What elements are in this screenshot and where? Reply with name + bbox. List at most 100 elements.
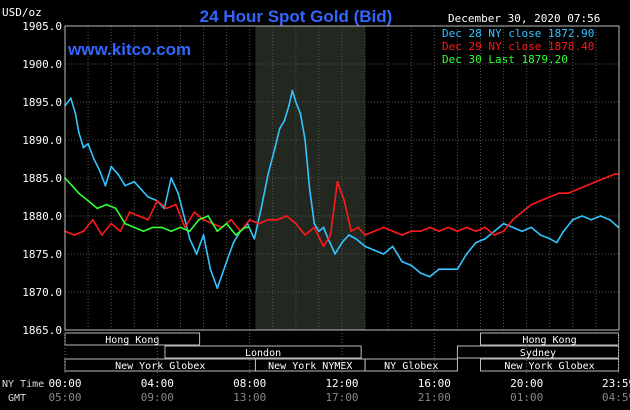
series-point: [133, 180, 136, 183]
series-point: [465, 253, 468, 255]
x-tick-label-gmt: 17:00: [325, 391, 358, 404]
series-point: [124, 222, 126, 225]
series-point: [447, 268, 450, 271]
series-point: [373, 249, 376, 252]
series-point: [248, 218, 251, 221]
y-tick-label: 1885.0: [22, 172, 62, 185]
series-point: [562, 230, 565, 233]
series-point: [77, 192, 80, 195]
y-tick-label: 1900.0: [22, 58, 62, 71]
series-point: [124, 184, 126, 187]
series-point: [202, 218, 205, 221]
ny-time-row-label: NY Time: [2, 379, 44, 390]
series-point: [539, 234, 542, 236]
gmt-row-label: GMT: [8, 393, 26, 404]
x-tick-label-ny: 08:00: [233, 377, 266, 390]
series-point: [147, 218, 150, 221]
y-axis-unit-label: USD/oz: [2, 6, 42, 19]
series-point: [484, 237, 487, 240]
series-point: [278, 127, 281, 130]
series-point: [373, 230, 376, 233]
series-point: [161, 226, 163, 229]
series-point: [502, 230, 505, 233]
legend-entry-dec30: Dec 30 Last 1879.20: [442, 53, 568, 66]
series-point: [410, 230, 413, 233]
market-sessions: Hong Kong London New York Globex New York N…: [64, 332, 620, 372]
series-point: [276, 218, 279, 221]
series-point: [202, 234, 205, 236]
series-point: [119, 230, 122, 233]
series-point: [493, 234, 496, 236]
series-point: [474, 241, 477, 244]
series-point: [590, 218, 593, 221]
series-point: [133, 226, 136, 229]
series-point: [322, 245, 325, 248]
series-point: [234, 234, 237, 236]
series-point: [260, 207, 263, 210]
series-point: [456, 268, 459, 271]
series-point: [595, 180, 597, 183]
series-point: [576, 188, 579, 191]
series-point: [474, 230, 477, 233]
nymex-shaded-region: [255, 26, 366, 330]
session-box: [480, 358, 620, 372]
series-point: [230, 218, 233, 221]
series-point: [322, 226, 325, 229]
series-point: [73, 234, 76, 236]
watermark-link[interactable]: www.kitco.com: [67, 40, 191, 59]
series-point: [82, 146, 85, 149]
series-point: [304, 139, 306, 141]
series-point: [114, 207, 117, 210]
series-point: [364, 245, 366, 248]
series-point: [581, 215, 583, 217]
series-point: [438, 268, 440, 271]
series-point: [91, 218, 94, 221]
series-point: [225, 260, 228, 263]
x-tick-label-ny: 16:00: [418, 377, 451, 390]
series-point: [334, 253, 336, 255]
series-point: [87, 142, 89, 145]
legend-entry-dec29: Dec 29 NY close 1878.40: [442, 40, 594, 53]
series-point: [71, 184, 73, 187]
series-point: [151, 226, 154, 229]
series-point: [318, 230, 320, 233]
axes: 1905.0 1900.0 1895.0 1890.0 1885.0 1880.0 1875…: [22, 20, 630, 404]
series-point: [170, 230, 173, 233]
session-label: New York NYMEX: [268, 361, 352, 372]
series-point: [308, 188, 311, 191]
session-box: [364, 358, 458, 372]
series-point: [364, 234, 366, 236]
series-point: [110, 165, 113, 168]
series-point: [410, 264, 413, 267]
series-point: [304, 234, 306, 236]
series-point: [502, 222, 505, 225]
series-point: [391, 245, 394, 248]
series-point: [604, 177, 607, 179]
series-point: [382, 253, 385, 255]
y-tick-label: 1895.0: [22, 96, 62, 109]
series-point: [521, 211, 523, 214]
series-point: [147, 196, 150, 198]
series-point: [558, 192, 560, 195]
series-point: [101, 234, 103, 236]
series-point: [179, 226, 182, 229]
series-point: [419, 230, 422, 233]
series-point: [391, 230, 394, 233]
series-point: [195, 253, 198, 255]
series-point: [348, 234, 350, 236]
series-point: [530, 203, 533, 206]
series-point: [288, 104, 290, 107]
x-tick-label-gmt: 05:00: [48, 391, 81, 404]
series-point: [294, 222, 297, 225]
series-point: [567, 192, 570, 195]
series-point: [571, 218, 574, 221]
series-point: [140, 188, 143, 191]
series-point: [291, 89, 294, 92]
series-point: [313, 226, 316, 229]
series-point: [253, 237, 256, 240]
legend: Dec 28 NY close 1872.90 Dec 29 NY close …: [442, 27, 594, 66]
series-line-0: [64, 89, 620, 290]
x-tick-label-gmt: 04:59: [602, 391, 630, 404]
series-point: [585, 184, 588, 187]
series-point: [96, 207, 99, 210]
